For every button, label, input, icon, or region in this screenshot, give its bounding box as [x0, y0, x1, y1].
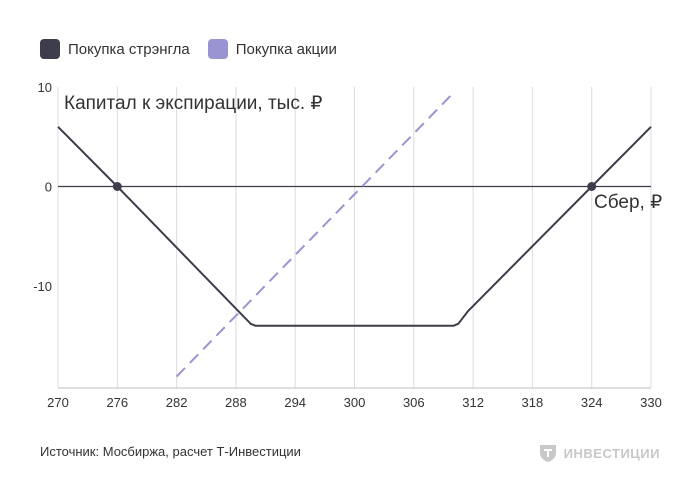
breakeven-marker: [587, 182, 597, 191]
x-tick-label: 306: [403, 395, 425, 410]
source-note: Источник: Мосбиржа, расчет Т-Инвестиции: [40, 444, 301, 459]
x-tick-label: 330: [640, 395, 662, 410]
x-tick-label: 300: [344, 395, 366, 410]
grid-layer: [57, 87, 652, 388]
legend-label-stock: Покупка акции: [235, 40, 337, 58]
x-tick-label: 282: [166, 395, 188, 410]
breakeven-marker: [112, 182, 122, 191]
legend: Покупка стрэнгла Покупка акции: [40, 39, 355, 59]
legend-label-strangle: Покупка стрэнгла: [68, 40, 190, 58]
x-tick-label: 318: [522, 395, 544, 410]
legend-swatch-stock: [207, 39, 228, 59]
y-tick-label: -10: [33, 279, 52, 294]
y-tick-label: 0: [45, 180, 52, 195]
series-layer: [57, 92, 652, 378]
brand-logo: ИНВЕСТИЦИИ: [538, 443, 660, 463]
legend-swatch-strangle: [40, 39, 60, 59]
brand-name: ИНВЕСТИЦИИ: [563, 445, 660, 461]
x-tick-label: 288: [225, 395, 247, 410]
y-tick-label: 10: [38, 80, 52, 95]
legend-item-stock: Покупка акции: [207, 39, 337, 59]
chart-title: Капитал к экспирации, тыс. ₽: [64, 93, 322, 114]
x-axis-title: Сбер, ₽: [594, 192, 662, 213]
x-tick-label: 312: [462, 395, 484, 410]
x-tick-label: 324: [581, 395, 603, 410]
x-tick-label: 276: [106, 395, 128, 410]
label-layer: 270 276 282 288 294 300 306 312 318 324 330 10 0 -10: [33, 80, 662, 410]
legend-item-strangle: Покупка стрэнгла: [40, 39, 190, 59]
series-line-0: [57, 126, 652, 327]
x-tick-label: 294: [284, 395, 306, 410]
axis-layer: [58, 185, 651, 389]
t-shield-logo-icon: [539, 445, 556, 462]
x-tick-label: 270: [47, 395, 69, 410]
series-line-1: [175, 92, 455, 378]
